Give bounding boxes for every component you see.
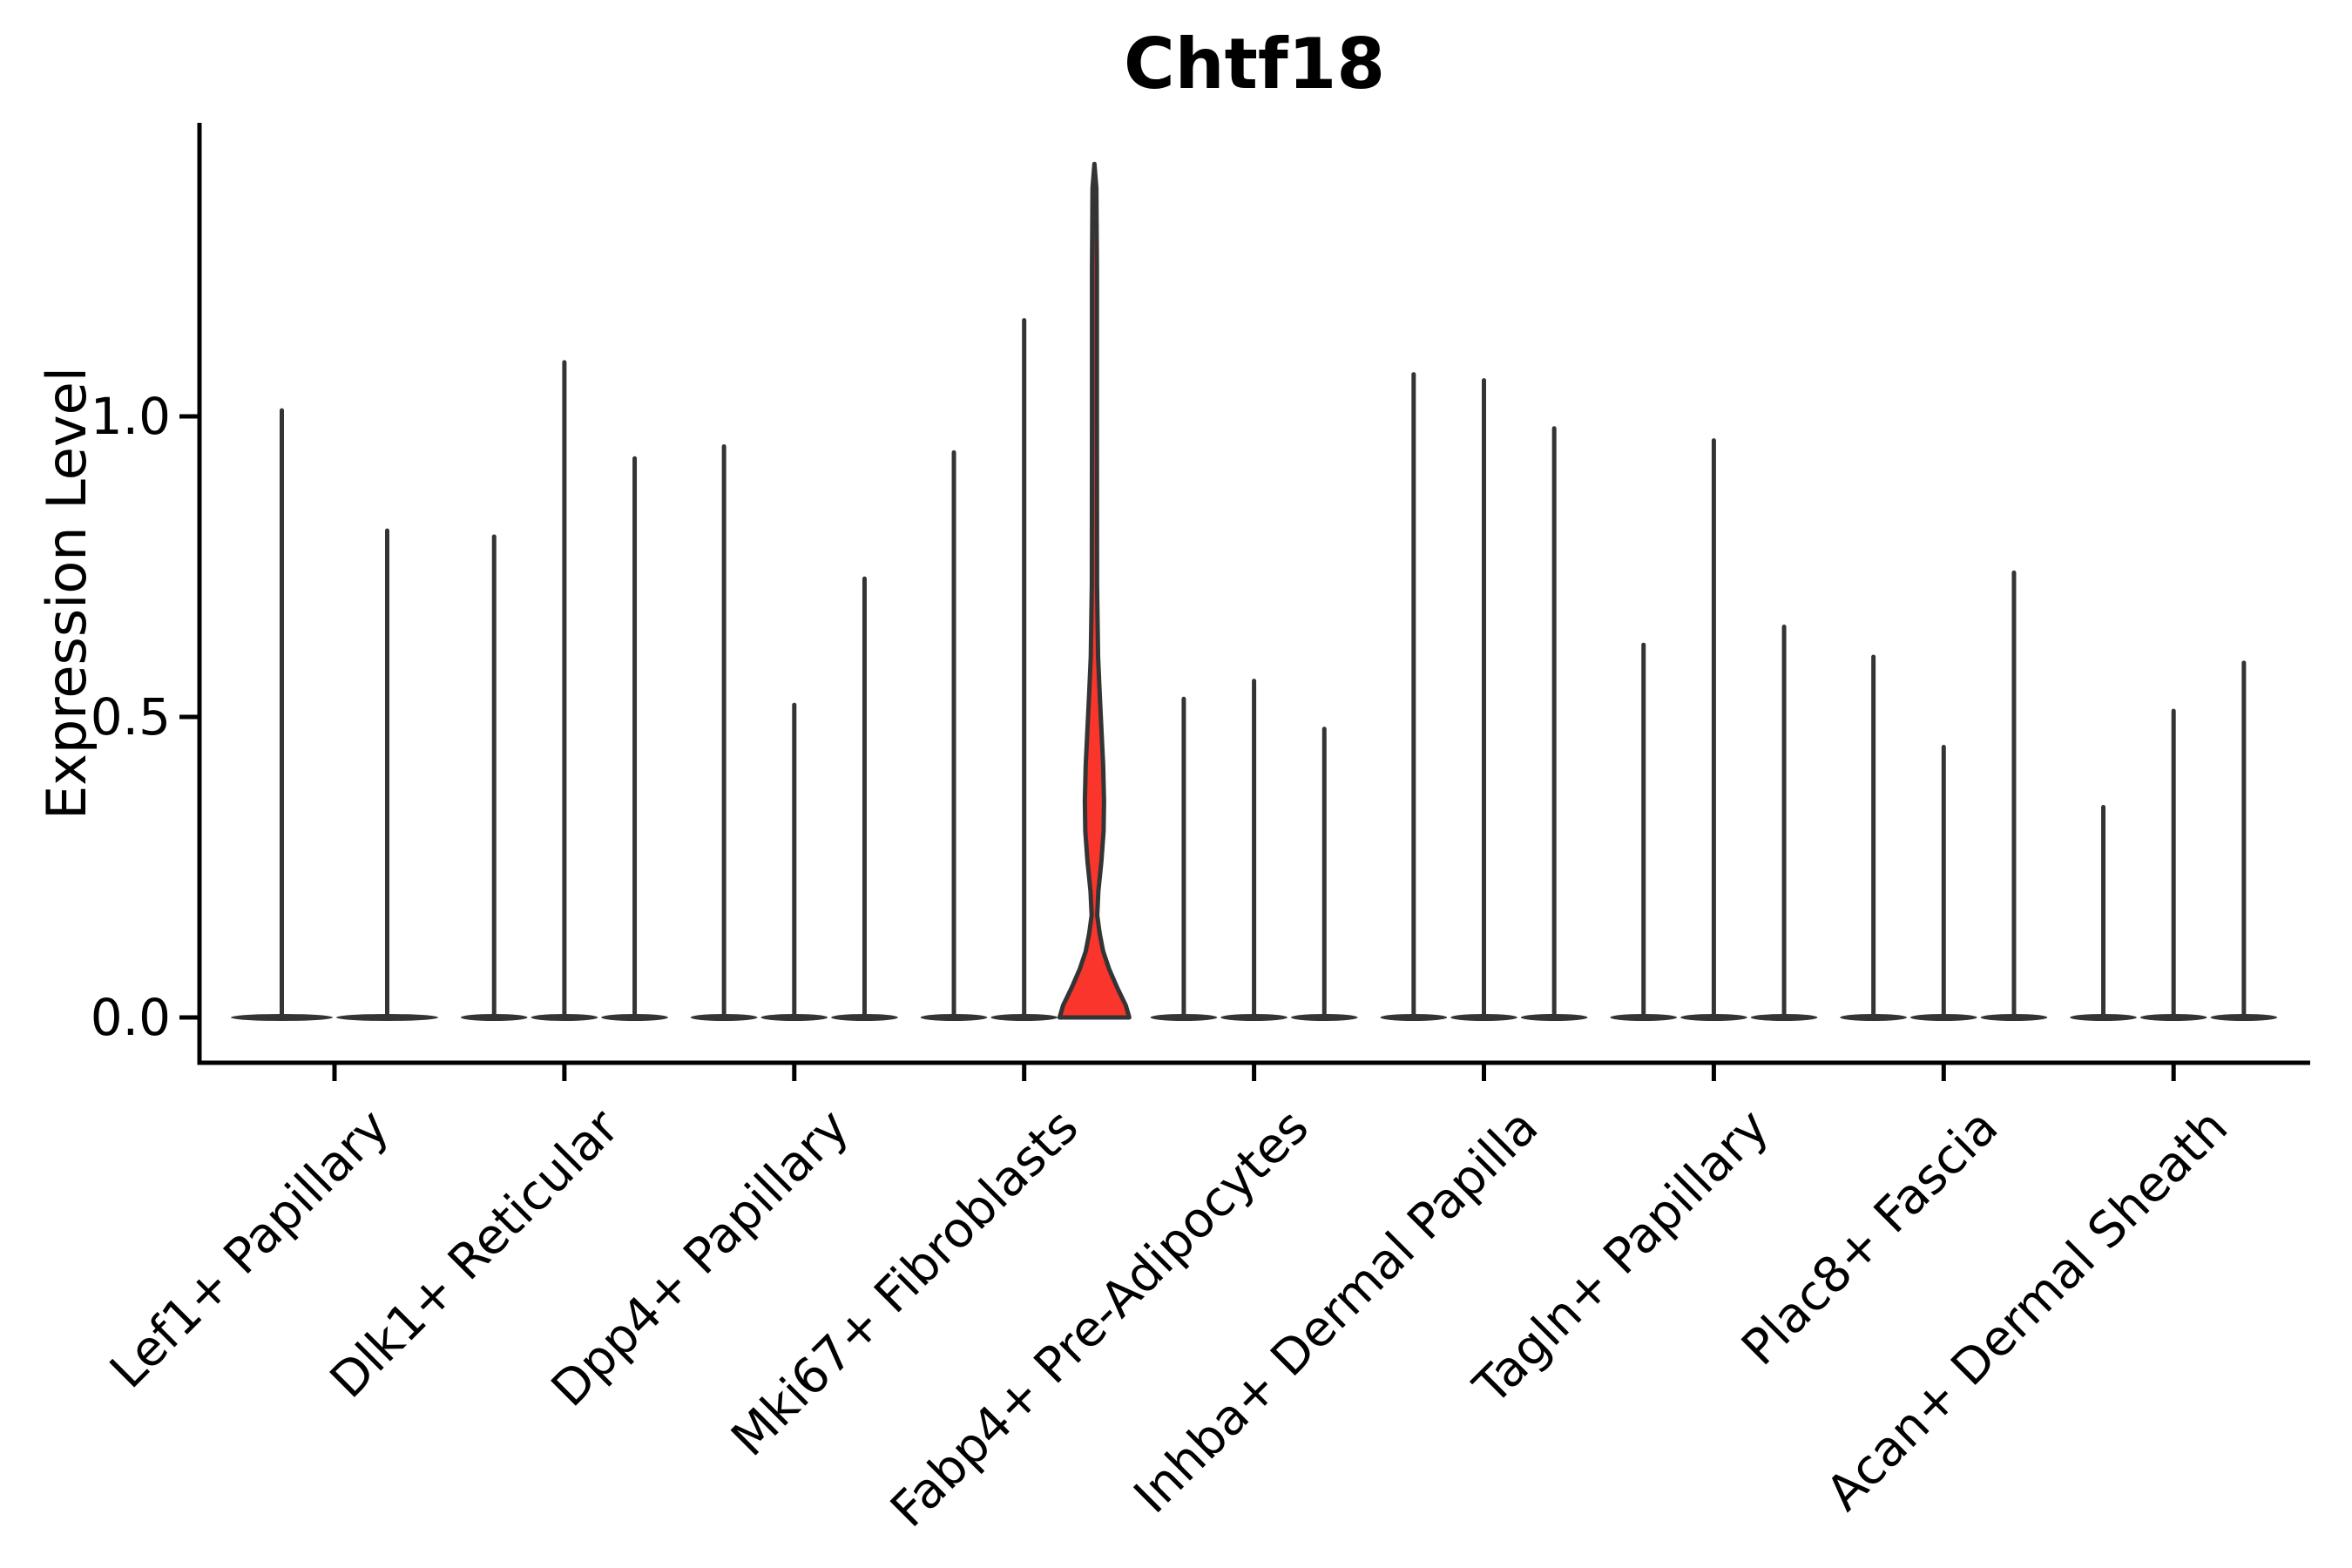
y-tick-label-0.5: 0.5 — [90, 687, 171, 747]
chart-title: Chtf18 — [1123, 24, 1386, 105]
y-axis-label: Expression Level — [35, 367, 98, 820]
y-tick-label-0.0: 0.0 — [90, 988, 171, 1047]
y-tick-label-1.0: 1.0 — [90, 387, 171, 446]
highlight-violin — [1057, 161, 1132, 1020]
